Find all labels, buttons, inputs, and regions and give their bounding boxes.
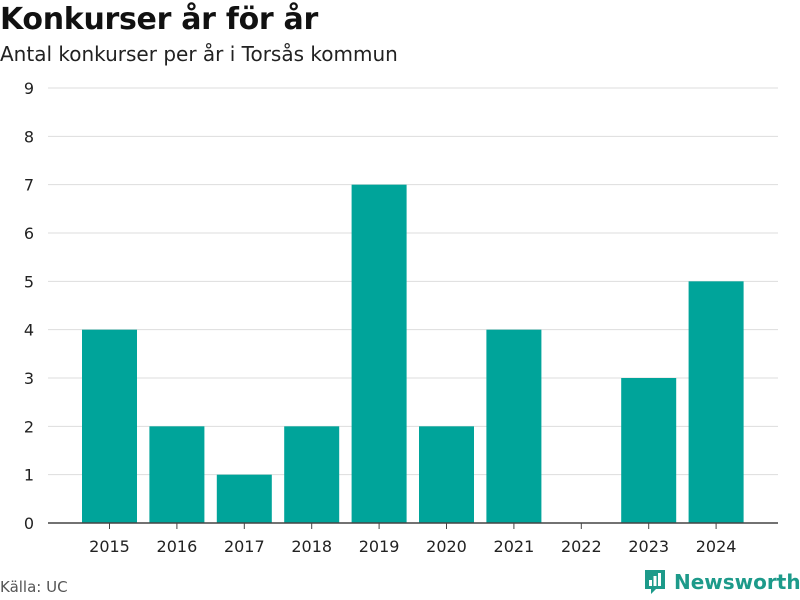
y-axis-ticks: 0 1 2 3 4 5 6 7 8 9 — [24, 79, 34, 533]
bar-2020 — [419, 426, 474, 523]
x-tick-label-2019: 2019 — [359, 537, 400, 556]
bars — [82, 184, 744, 523]
grid-lines — [48, 87, 778, 476]
y-tick-label: 4 — [24, 321, 34, 340]
x-tick-label-2024: 2024 — [696, 537, 737, 556]
y-tick-label: 9 — [24, 79, 34, 98]
y-tick-label: 8 — [24, 127, 34, 146]
bar-2018 — [284, 426, 340, 523]
brand-logo: Newsworthy — [643, 568, 800, 596]
bar-2015 — [82, 329, 137, 523]
x-tick-label-2017: 2017 — [224, 537, 265, 556]
bar-2019 — [351, 184, 407, 523]
bar-2017 — [216, 474, 272, 523]
bar-chart-logo-icon — [645, 570, 665, 594]
y-tick-label: 1 — [24, 466, 34, 485]
x-tick-label-2022: 2022 — [561, 537, 602, 556]
x-tick-label-2020: 2020 — [426, 537, 467, 556]
bar-2021 — [486, 329, 542, 523]
x-tick-label-2015: 2015 — [89, 537, 130, 556]
y-tick-label: 6 — [24, 224, 34, 243]
chart-title: Konkurser år för år — [0, 2, 318, 37]
y-tick-label: 2 — [24, 417, 34, 436]
y-tick-label: 0 — [24, 514, 34, 533]
bar-2024 — [688, 281, 744, 523]
x-axis-ticks: 2015 2016 2017 2018 2019 2020 2021 2022 2023 2024 — [89, 523, 736, 556]
bar-2016 — [149, 426, 205, 523]
y-tick-label: 3 — [24, 369, 34, 388]
source-note: Källa: UC — [0, 578, 68, 596]
x-tick-label-2018: 2018 — [291, 537, 332, 556]
y-tick-label: 7 — [24, 176, 34, 195]
bar-2023 — [621, 378, 677, 523]
x-tick-label-2021: 2021 — [494, 537, 535, 556]
y-tick-label: 5 — [24, 272, 34, 291]
x-tick-label-2023: 2023 — [628, 537, 669, 556]
x-tick-label-2016: 2016 — [157, 537, 198, 556]
brand-name: Newsworthy — [674, 570, 800, 594]
chart-subtitle: Antal konkurser per år i Torsås kommun — [0, 42, 398, 66]
